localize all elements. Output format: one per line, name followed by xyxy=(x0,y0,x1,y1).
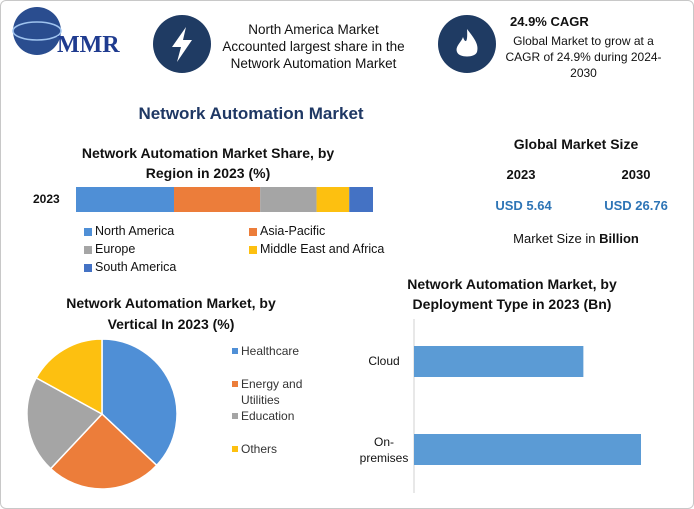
bar-segment xyxy=(349,187,373,212)
pie-slice xyxy=(35,338,103,416)
cagr-title: 24.9% CAGR xyxy=(510,14,589,29)
bolt-shape xyxy=(172,27,192,62)
legend-swatch xyxy=(84,228,92,236)
category-label: Cloud xyxy=(368,354,400,368)
size-note: Market Size in Billion xyxy=(481,230,671,247)
chart-title: Network Automation Market, by Deployment… xyxy=(407,276,617,312)
size-note-unit: Billion xyxy=(599,231,639,246)
legend-label: Middle East and Africa xyxy=(260,242,385,256)
legend-swatch xyxy=(232,413,238,419)
logo-orbit xyxy=(12,21,62,41)
bar-segment xyxy=(76,187,175,212)
category-label: On-premises xyxy=(359,435,409,465)
legend-swatch xyxy=(232,348,238,354)
legend-swatch xyxy=(249,246,257,254)
main-title: Network Automation Market xyxy=(138,104,364,123)
chart-title: Network Automation Market Share, by Regi… xyxy=(81,145,335,181)
highlight-text: North America Market Accounted largest s… xyxy=(222,22,405,71)
bar xyxy=(414,434,641,465)
size-year: 2030 xyxy=(621,167,651,182)
flame-shape xyxy=(456,29,478,57)
legend-label: Others xyxy=(241,442,278,456)
bar xyxy=(414,346,584,377)
legend-swatch xyxy=(84,264,92,272)
legend-label: Education xyxy=(241,409,295,423)
size-year: 2023 xyxy=(506,167,536,182)
bar-segment xyxy=(260,187,317,212)
pie-slice xyxy=(101,338,178,467)
cagr-text: Global Market to grow at a CAGR of 24.9%… xyxy=(505,34,662,80)
bar-segment xyxy=(316,187,350,212)
size-title: Global Market Size xyxy=(513,136,639,152)
size-note-text: Market Size in xyxy=(513,231,596,246)
pie-slice xyxy=(49,412,158,490)
chart-title: Network Automation Market, by Vertical I… xyxy=(66,295,276,332)
logo-globe xyxy=(13,7,61,55)
size-value: USD 5.64 xyxy=(495,198,552,213)
legend-label: South America xyxy=(95,260,177,274)
legend-label: North America xyxy=(95,224,175,238)
pie-slice xyxy=(26,376,104,470)
logo-text: MMR xyxy=(57,32,120,58)
size-value: USD 26.76 xyxy=(604,198,668,213)
bar-segment xyxy=(174,187,261,212)
legend-swatch xyxy=(232,381,238,387)
legend-label: Asia-Pacific xyxy=(260,224,326,238)
legend-label: Healthcare xyxy=(241,344,300,358)
category-label: 2023 xyxy=(33,192,60,206)
legend-swatch xyxy=(84,246,92,254)
legend-label: Energy and Utilities xyxy=(241,377,303,407)
legend-label: Europe xyxy=(95,242,136,256)
legend-swatch xyxy=(249,228,257,236)
legend-swatch xyxy=(232,446,238,452)
